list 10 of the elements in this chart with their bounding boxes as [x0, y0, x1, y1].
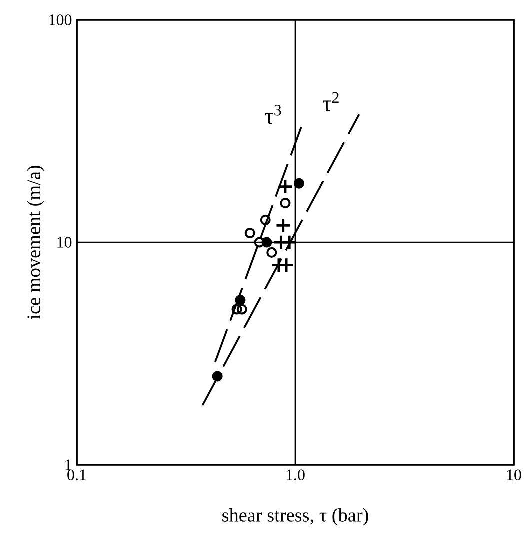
y-tick-label: 100 — [50, 14, 72, 26]
x-axis-title: shear stress, τ (bar) — [222, 508, 368, 526]
y-tick-label: 1 — [66, 460, 72, 470]
y-tick-label: 10 — [58, 237, 72, 248]
y-axis-title: ice movement (m/a) — [27, 166, 44, 320]
series-label: τ$^{2}$ — [322, 92, 339, 112]
x-tick-label: 10 — [507, 470, 522, 480]
series-label: τ$^{3}$ — [265, 105, 282, 124]
x-tick-label: 0.1 — [68, 470, 86, 481]
x-tick-label: 1.0 — [286, 470, 305, 481]
